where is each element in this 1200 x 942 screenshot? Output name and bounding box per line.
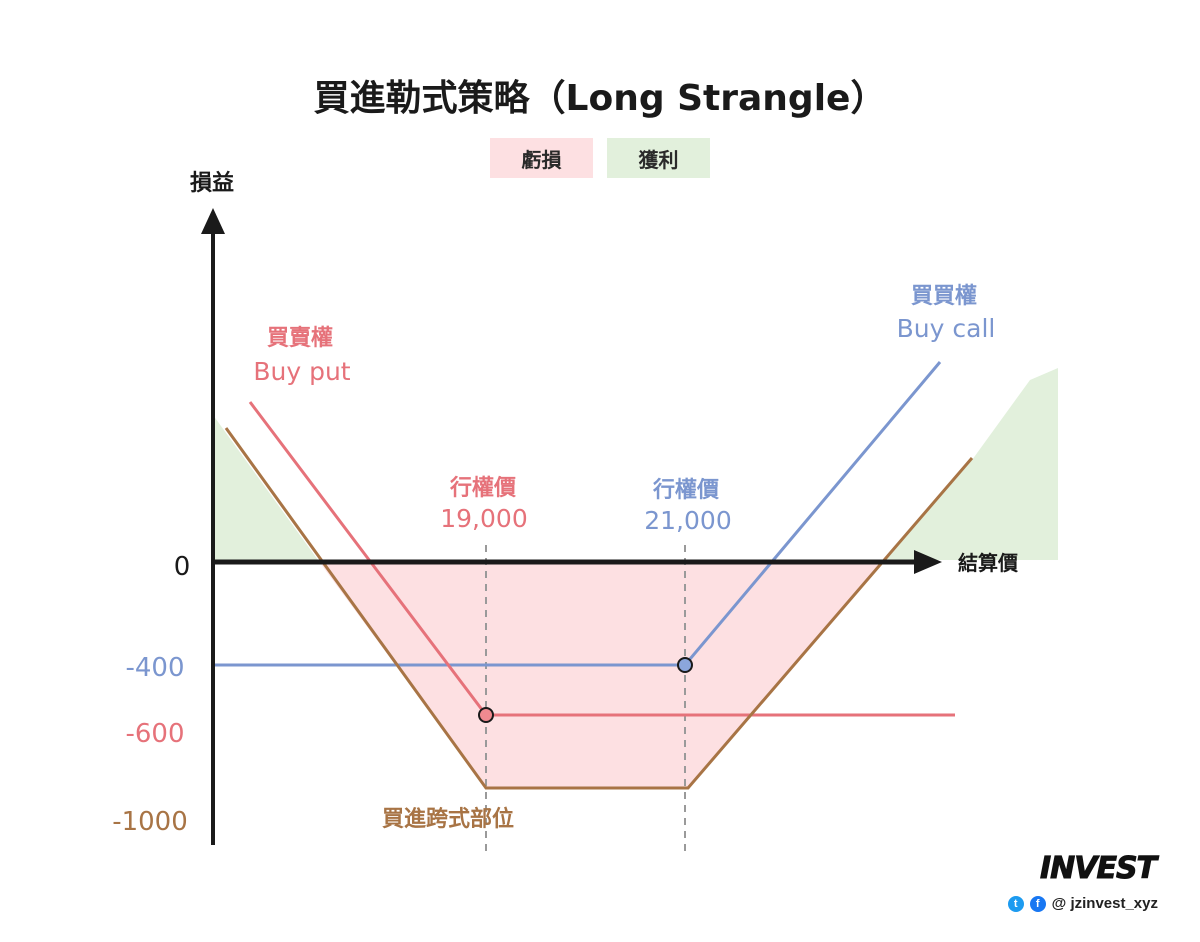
y-axis-label: 損益: [190, 170, 234, 196]
buy-put-label-en: Buy put: [253, 357, 350, 386]
combined-position-label: 買進跨式部位: [382, 806, 514, 832]
buy-put-label-zh: 買賣權: [267, 325, 333, 351]
strike-value-put: 19,000: [440, 504, 527, 533]
social-handle: @ jzinvest_xyz: [1051, 895, 1158, 912]
buy-call-label-en: Buy call: [897, 314, 996, 343]
y-tick-minus-1000: -1000: [112, 807, 188, 837]
social-footer: t f @ jzinvest_xyz: [1007, 895, 1158, 912]
brand-logo: INVEST: [1038, 850, 1161, 887]
legend-loss: 虧損: [490, 138, 593, 178]
diagram-title: 買進勒式策略（Long Strangle）: [314, 78, 887, 119]
y-tick-minus-400: -400: [125, 653, 184, 683]
x-axis-arrow: [914, 550, 942, 574]
profit-area-right: [885, 368, 1058, 560]
legend-profit: 獲利: [607, 138, 710, 178]
zero-label: 0: [174, 552, 191, 582]
brand-logo-text: INVEST: [1040, 851, 1160, 886]
strike-label-call: 行權價: [652, 477, 720, 503]
strike-value-call: 21,000: [644, 506, 731, 535]
facebook-icon: f: [1029, 895, 1046, 912]
y-axis-arrow: [201, 208, 225, 234]
call-strike-point: [677, 657, 693, 673]
strike-label-put: 行權價: [449, 475, 517, 501]
combined-payoff-line: [224, 427, 974, 790]
loss-area: [318, 560, 885, 788]
y-tick-minus-600: -600: [125, 719, 184, 749]
x-axis-label: 結算價: [958, 551, 1019, 575]
profit-area-left: [213, 415, 318, 560]
twitter-icon: t: [1007, 895, 1024, 912]
buy-call-label-zh: 買買權: [911, 283, 977, 309]
put-strike-point: [478, 707, 494, 723]
